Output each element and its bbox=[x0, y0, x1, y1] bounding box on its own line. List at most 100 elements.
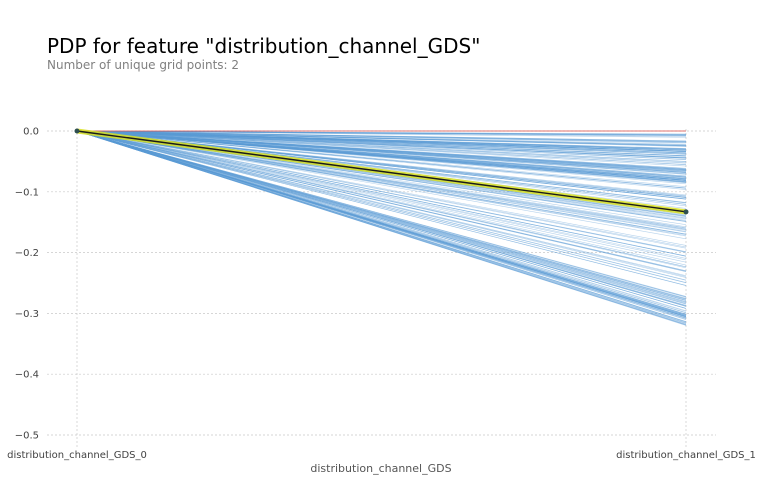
ice-line bbox=[76, 130, 687, 152]
ice-line bbox=[76, 130, 687, 286]
ice-line bbox=[76, 130, 687, 300]
ice-line bbox=[76, 130, 687, 323]
ice-line bbox=[76, 130, 687, 317]
ice-line bbox=[76, 130, 687, 323]
ice-line bbox=[76, 130, 687, 304]
ice-line bbox=[76, 130, 687, 326]
ice-line bbox=[76, 130, 687, 189]
ice-line bbox=[76, 130, 687, 135]
ice-line bbox=[76, 130, 687, 315]
ice-line bbox=[76, 130, 687, 230]
ice-line bbox=[76, 130, 687, 159]
ice-line bbox=[76, 130, 687, 266]
ice-line bbox=[76, 130, 687, 284]
ice-line bbox=[76, 130, 687, 316]
ice-line bbox=[76, 130, 687, 180]
ice-line bbox=[76, 130, 687, 175]
ice-line bbox=[76, 130, 687, 155]
ice-line bbox=[76, 130, 687, 183]
ice-line bbox=[76, 130, 687, 169]
ice-line bbox=[76, 130, 687, 166]
ice-line bbox=[76, 130, 687, 152]
ice-line bbox=[76, 130, 687, 319]
ice-line bbox=[76, 130, 687, 307]
ice-line bbox=[76, 130, 687, 325]
ice-line bbox=[76, 130, 687, 323]
ice-line bbox=[76, 130, 687, 261]
ice-line bbox=[76, 130, 687, 172]
ice-line bbox=[76, 130, 687, 277]
ice-line bbox=[76, 130, 687, 300]
ice-line bbox=[76, 130, 687, 316]
ice-line bbox=[76, 130, 687, 302]
ice-line bbox=[76, 130, 687, 309]
ice-line bbox=[76, 130, 687, 246]
ice-line bbox=[76, 130, 687, 181]
chart-subtitle: Number of unique grid points: 2 bbox=[47, 58, 240, 72]
ice-line bbox=[76, 130, 687, 177]
chart-title: PDP for feature "distribution_channel_GD… bbox=[47, 34, 481, 58]
ice-line bbox=[76, 130, 687, 197]
ice-line bbox=[76, 130, 687, 178]
ice-line bbox=[76, 130, 687, 185]
ice-line bbox=[76, 130, 687, 170]
ice-line bbox=[76, 130, 687, 269]
ice-line bbox=[76, 130, 687, 229]
ice-line bbox=[76, 130, 687, 154]
ice-line bbox=[76, 130, 687, 170]
ice-line bbox=[76, 130, 687, 230]
ice-line bbox=[76, 130, 687, 136]
ice-line bbox=[76, 130, 687, 324]
ice-line bbox=[76, 130, 687, 316]
ice-line bbox=[76, 130, 687, 171]
ice-line bbox=[76, 130, 687, 301]
ice-line bbox=[76, 130, 687, 237]
ice-line bbox=[76, 130, 687, 173]
ice-line bbox=[76, 130, 687, 276]
ice-line bbox=[76, 130, 687, 326]
ice-line bbox=[76, 130, 687, 170]
axis-labels: 0.0 −0.1 −0.2 −0.3 −0.4 −0.5 distribution_chan… bbox=[7, 127, 756, 462]
ice-line bbox=[76, 130, 687, 152]
ice-line bbox=[76, 130, 687, 150]
ice-line bbox=[76, 130, 687, 180]
ice-line bbox=[76, 130, 687, 322]
ice-line bbox=[76, 130, 687, 299]
ice-line bbox=[76, 130, 687, 172]
ice-line bbox=[76, 130, 687, 183]
ice-line bbox=[76, 130, 687, 325]
ice-line bbox=[76, 130, 687, 319]
series-layer bbox=[74, 128, 689, 215]
ice-line bbox=[76, 130, 687, 180]
ice-line bbox=[76, 130, 687, 268]
ice-line bbox=[76, 130, 687, 180]
ice-line bbox=[76, 130, 687, 305]
ice-line bbox=[76, 130, 687, 181]
ice-line bbox=[76, 130, 687, 157]
ice-line bbox=[76, 130, 687, 307]
ice-line bbox=[76, 130, 687, 197]
ice-line bbox=[76, 130, 687, 164]
ice-line bbox=[76, 130, 687, 312]
ice-line bbox=[76, 130, 687, 151]
ice-line bbox=[76, 130, 687, 319]
ice-line bbox=[76, 130, 687, 303]
ice-line bbox=[76, 130, 687, 182]
ice-line bbox=[76, 130, 687, 178]
ice-line bbox=[76, 130, 687, 174]
ice-line bbox=[76, 130, 687, 146]
ice-line bbox=[76, 130, 687, 240]
ice-line bbox=[76, 130, 687, 165]
ice-line bbox=[76, 130, 687, 189]
ice-line bbox=[76, 130, 687, 182]
ice-line bbox=[76, 130, 687, 281]
ice-line bbox=[76, 130, 687, 183]
ice-line bbox=[76, 130, 687, 174]
ice-line bbox=[76, 130, 687, 281]
y-tick-label: −0.2 bbox=[15, 248, 39, 259]
ice-line bbox=[76, 130, 687, 155]
ice-line bbox=[76, 130, 687, 320]
ice-line bbox=[76, 130, 687, 136]
ice-line bbox=[76, 130, 687, 172]
ice-line bbox=[76, 130, 687, 142]
